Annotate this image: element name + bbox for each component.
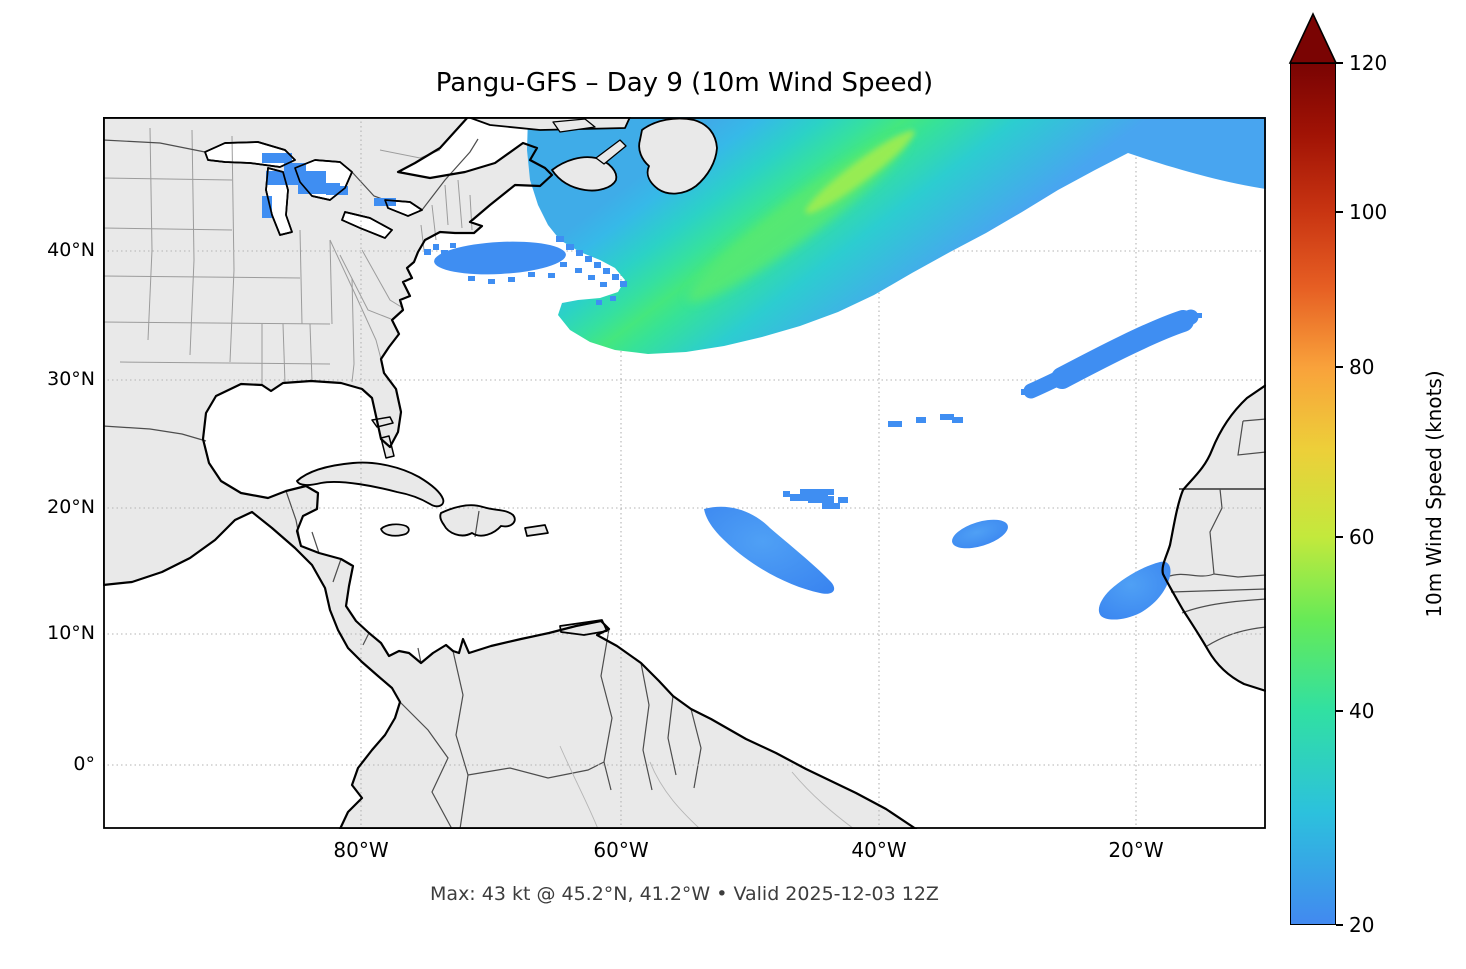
colorbar-tick-label-100: 100	[1349, 200, 1388, 224]
colorbar-tick	[1336, 710, 1343, 712]
new-england-offshore-patch	[424, 236, 627, 305]
west-africa-coastal-patch	[1098, 561, 1171, 620]
trade-wind-patch-small	[952, 519, 1008, 549]
x-tick-80w: 80°W	[333, 838, 389, 862]
y-tick-40n: 40°N	[47, 239, 95, 261]
colorbar-tick	[1336, 62, 1343, 64]
trade-wind-patch-central	[704, 506, 835, 594]
wind-speed-field	[262, 117, 1266, 620]
storm-max-core	[805, 130, 915, 214]
chart-title: Pangu-GFS – Day 9 (10m Wind Speed)	[435, 68, 934, 98]
colorbar-axis-label: 10m Wind Speed (knots)	[1422, 370, 1446, 618]
trade-speckles	[888, 414, 963, 427]
y-tick-20n: 20°N	[47, 496, 95, 518]
colorbar-tick	[1336, 211, 1343, 213]
gridlines	[103, 117, 1266, 829]
africa-landmass	[1162, 385, 1266, 691]
coastlines	[101, 115, 1267, 831]
colorbar-tick	[1336, 536, 1343, 538]
colorbar-tick	[1336, 924, 1343, 926]
cuba-island	[297, 462, 444, 507]
max-value-caption: Max: 43 kt @ 45.2°N, 41.2°W • Valid 2025…	[430, 883, 939, 905]
jamaica-island	[381, 524, 409, 536]
colorbar-extend-arrow	[1288, 12, 1338, 64]
nova-scotia	[551, 156, 618, 192]
x-tick-60w: 60°W	[593, 838, 649, 862]
rivers	[559, 745, 855, 830]
americas-landmass	[103, 117, 916, 829]
country-borders	[102, 138, 1267, 830]
map-axes	[101, 115, 1267, 831]
colorbar-tick-label-40: 40	[1349, 699, 1375, 723]
newfoundland	[638, 117, 718, 195]
colorbar-tick-label-20: 20	[1349, 913, 1375, 937]
x-tick-20w: 20°W	[1108, 838, 1164, 862]
axes-frame	[103, 117, 1266, 829]
y-tick-30n: 30°N	[47, 368, 95, 390]
cape-breton-spit	[595, 139, 627, 165]
maritime-islands	[467, 116, 718, 195]
colorbar-tick-label-60: 60	[1349, 525, 1375, 549]
colorbar-tick-label-120: 120	[1349, 51, 1388, 75]
y-tick-10n: 10°N	[47, 622, 95, 644]
wind-map	[101, 115, 1267, 831]
x-tick-40w: 40°W	[851, 838, 907, 862]
mid-atlantic-streak	[1021, 309, 1202, 399]
streak-20n	[783, 489, 848, 509]
colorbar-tick-label-80: 80	[1349, 355, 1375, 379]
y-tick-0: 0°	[73, 753, 95, 775]
colorbar-tick	[1336, 366, 1343, 368]
colorbar	[1290, 63, 1336, 925]
trinidad-island	[560, 620, 607, 635]
state-borders	[102, 127, 473, 384]
anticosti-island	[552, 118, 596, 133]
